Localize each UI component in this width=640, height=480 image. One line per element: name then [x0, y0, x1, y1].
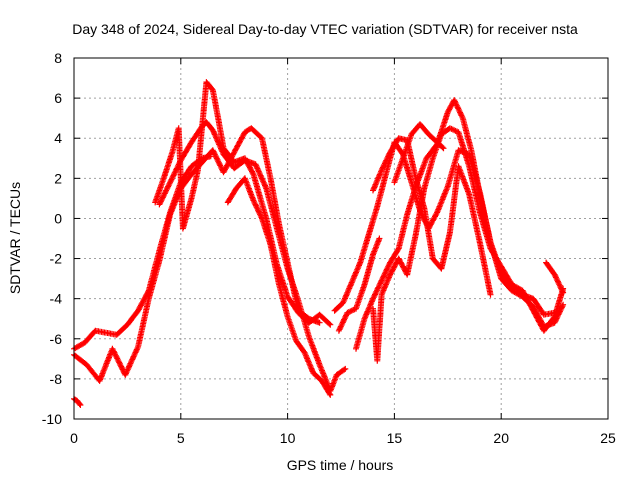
y-tick-label: 4: [54, 130, 62, 146]
series-markers: [71, 395, 84, 408]
series-satellite-track-C: [152, 79, 334, 328]
plot-frame: [73, 57, 609, 420]
chart-title: Day 348 of 2024, Sidereal Day-to-day VTE…: [72, 21, 578, 37]
series-markers: [543, 259, 567, 296]
x-tick-label: 5: [177, 430, 185, 446]
series-satellite-track-B: [156, 119, 349, 394]
series-markers: [353, 97, 567, 352]
y-tick-label: 6: [54, 90, 62, 106]
series-satellite-track-G: [353, 97, 567, 352]
y-tick-label: -6: [50, 331, 63, 347]
x-tick-label: 20: [493, 430, 509, 446]
x-tick-label: 15: [387, 430, 403, 446]
axis-ticks: 0 5 10 15 20 25 -10 -8 -6 -4 -2 0 2 4 6 8: [42, 50, 616, 446]
series-markers: [156, 119, 349, 394]
y-tick-label: 8: [54, 50, 62, 66]
y-axis-label: SDTVAR / TECUs: [7, 182, 23, 294]
x-tick-label: 0: [70, 430, 78, 446]
series-markers: [224, 175, 334, 398]
x-tick-label: 10: [280, 430, 296, 446]
series-satellite-track-J: [391, 121, 447, 186]
series-markers: [391, 121, 447, 186]
series-satellite-track-M: [335, 235, 383, 334]
series-satellite-track-K: [71, 395, 84, 408]
series-markers: [152, 79, 334, 328]
series-satellite-track-L: [543, 259, 567, 296]
x-axis-label: GPS time / hours: [287, 457, 394, 473]
y-tick-label: -8: [50, 371, 63, 387]
y-tick-label: -2: [50, 251, 63, 267]
y-tick-label: 0: [54, 210, 62, 226]
y-tick-label: -4: [50, 291, 63, 307]
series-markers: [335, 235, 383, 334]
series-satellite-track-E: [224, 175, 334, 398]
series-satellite-track-I: [370, 135, 494, 298]
y-tick-label: 2: [54, 170, 62, 186]
data-series: [71, 79, 567, 408]
grid: [74, 58, 608, 419]
x-tick-label: 25: [600, 430, 616, 446]
y-tick-label: -10: [42, 411, 62, 427]
series-markers: [370, 135, 494, 298]
